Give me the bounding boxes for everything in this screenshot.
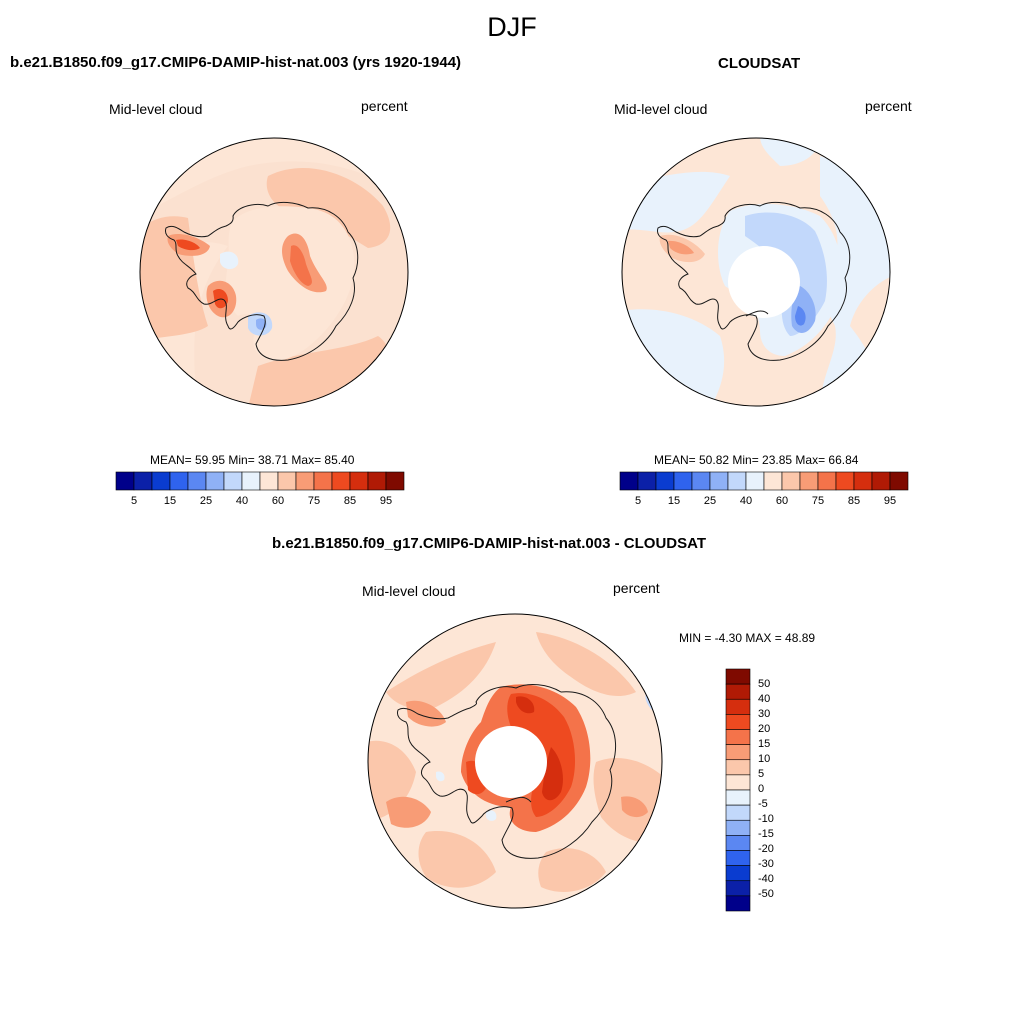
colorbar-swatch — [331, 471, 351, 491]
colorbar-swatch — [241, 471, 261, 491]
panel-obs-variable-label: Mid-level cloud — [614, 101, 708, 117]
colorbar-swatch — [619, 471, 639, 491]
colorbar-swatch — [725, 880, 751, 897]
colorbar-tick: 95 — [379, 495, 393, 507]
panel-diff-variable-label: Mid-level cloud — [362, 583, 456, 599]
colorbar-tick: 25 — [199, 495, 213, 507]
colorbar-swatch — [727, 471, 747, 491]
colorbar-tick: 60 — [775, 495, 789, 507]
colorbar-tick: 40 — [739, 495, 753, 507]
colorbar-tick: -10 — [758, 813, 774, 825]
colorbar-tick: 95 — [883, 495, 897, 507]
colorbar-tick: 5 — [130, 495, 138, 507]
colorbar-swatch — [871, 471, 891, 491]
colorbar-swatch — [725, 789, 751, 806]
colorbar-swatch — [725, 698, 751, 715]
panel-diff-colorbar — [725, 668, 751, 912]
colorbar-tick: 15 — [163, 495, 177, 507]
panel-diff-stats: MIN = -4.30 MAX = 48.89 — [679, 631, 816, 645]
colorbar-tick: 0 — [758, 783, 765, 795]
panel-model-polar-map — [139, 137, 409, 407]
panel-diff-title: b.e21.B1850.f09_g17.CMIP6-DAMIP-hist-nat… — [272, 535, 706, 552]
panel-model-stats: MEAN= 59.95 Min= 38.71 Max= 85.40 — [150, 453, 355, 467]
colorbar-tick: 20 — [758, 723, 771, 735]
colorbar-swatch — [763, 471, 783, 491]
colorbar-swatch — [725, 729, 751, 745]
panel-model-variable-label: Mid-level cloud — [109, 101, 203, 117]
colorbar-swatch — [223, 471, 243, 491]
colorbar-swatch — [725, 850, 751, 866]
colorbar-swatch — [295, 471, 315, 491]
panel-model-units-label: percent — [361, 98, 408, 114]
colorbar-swatch — [889, 471, 909, 491]
colorbar-tick: -40 — [758, 873, 774, 885]
colorbar-swatch — [725, 759, 751, 776]
colorbar-swatch — [725, 683, 751, 700]
panel-obs-title: CLOUDSAT — [718, 55, 801, 72]
colorbar-tick: 40 — [235, 495, 249, 507]
colorbar-tick: 85 — [847, 495, 861, 507]
colorbar-tick: 5 — [634, 495, 642, 507]
panel-diff-units-label: percent — [613, 580, 660, 596]
colorbar-swatch — [817, 471, 837, 491]
colorbar-swatch — [781, 471, 801, 491]
colorbar-swatch — [691, 471, 711, 491]
figure-title: DJF — [487, 12, 537, 42]
colorbar-swatch — [799, 471, 819, 491]
colorbar-swatch — [725, 744, 751, 761]
panel-obs-units-label: percent — [865, 98, 912, 114]
colorbar-swatch — [725, 714, 751, 730]
colorbar-swatch — [637, 471, 657, 491]
colorbar-swatch — [709, 471, 729, 491]
colorbar-swatch — [725, 804, 751, 821]
colorbar-tick: 75 — [811, 495, 825, 507]
colorbar-tick: -15 — [758, 828, 774, 840]
colorbar-swatch — [151, 471, 171, 491]
colorbar-tick: 60 — [271, 495, 285, 507]
colorbar-tick: -30 — [758, 858, 774, 870]
colorbar-swatch — [385, 471, 405, 491]
colorbar-tick: 75 — [307, 495, 321, 507]
colorbar-swatch — [835, 471, 855, 491]
colorbar-swatch — [313, 471, 333, 491]
panel-model-colorbar — [115, 471, 405, 491]
colorbar-tick: 25 — [703, 495, 717, 507]
colorbar-swatch — [673, 471, 693, 491]
colorbar-swatch — [725, 668, 751, 685]
colorbar-swatch — [655, 471, 675, 491]
colorbar-swatch — [115, 471, 135, 491]
panel-obs-stats: MEAN= 50.82 Min= 23.85 Max= 66.84 — [654, 453, 859, 467]
colorbar-swatch — [133, 471, 153, 491]
colorbar-tick: -20 — [758, 843, 774, 855]
colorbar-swatch — [745, 471, 765, 491]
colorbar-tick: 30 — [758, 708, 771, 720]
colorbar-swatch — [725, 895, 751, 912]
colorbar-swatch — [187, 471, 207, 491]
colorbar-tick: 15 — [758, 738, 771, 750]
colorbar-tick: -5 — [758, 798, 768, 810]
colorbar-swatch — [205, 471, 225, 491]
colorbar-tick: 85 — [343, 495, 357, 507]
panel-diff-polar-map — [367, 613, 663, 909]
colorbar-tick: 50 — [758, 678, 771, 690]
colorbar-tick: 10 — [758, 753, 771, 765]
panel-obs-colorbar — [619, 471, 909, 491]
colorbar-swatch — [725, 865, 751, 882]
colorbar-tick: 40 — [758, 693, 771, 705]
colorbar-tick: -50 — [758, 888, 774, 900]
colorbar-swatch — [853, 471, 873, 491]
panel-obs-polar-map — [621, 137, 891, 407]
colorbar-swatch — [725, 819, 751, 836]
colorbar-tick: 5 — [758, 768, 765, 780]
colorbar-swatch — [725, 835, 751, 851]
colorbar-swatch — [169, 471, 189, 491]
colorbar-swatch — [349, 471, 369, 491]
panel-model-title: b.e21.B1850.f09_g17.CMIP6-DAMIP-hist-nat… — [10, 54, 462, 71]
colorbar-tick: 15 — [667, 495, 681, 507]
colorbar-swatch — [277, 471, 297, 491]
colorbar-swatch — [725, 774, 751, 791]
colorbar-swatch — [367, 471, 387, 491]
colorbar-swatch — [259, 471, 279, 491]
